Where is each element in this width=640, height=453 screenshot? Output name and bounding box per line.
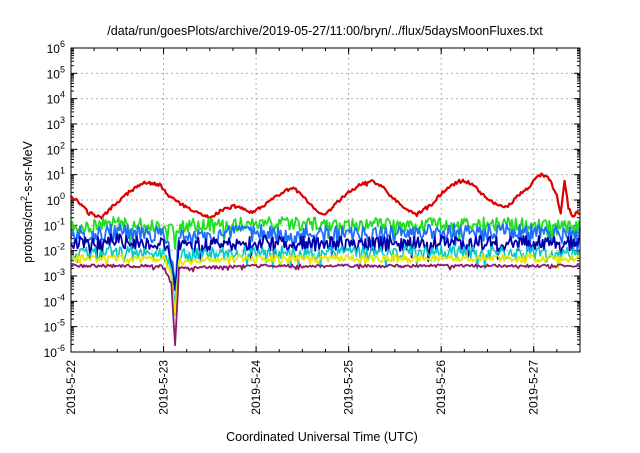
y-tick-label-exponent: 0 bbox=[60, 191, 65, 201]
y-tick-label-base: 10 bbox=[44, 219, 58, 233]
x-tick-label: 2019-5-23 bbox=[157, 360, 171, 415]
y-tick-label-exponent: -1 bbox=[57, 216, 65, 226]
x-axis-label: Coordinated Universal Time (UTC) bbox=[226, 430, 418, 444]
y-tick-label-base: 10 bbox=[44, 295, 58, 309]
y-tick-label: 104 bbox=[47, 90, 65, 107]
y-tick-label-exponent: 2 bbox=[60, 140, 65, 150]
y-tick-label: 10-6 bbox=[44, 343, 65, 360]
y-tick-label-base: 10 bbox=[47, 93, 61, 107]
y-tick-label-exponent: -3 bbox=[57, 267, 65, 277]
y-tick-label: 10-5 bbox=[44, 318, 65, 335]
y-axis-label-base: protons/cm bbox=[21, 201, 35, 263]
y-tick-label-base: 10 bbox=[47, 67, 61, 81]
x-tick-label: 2019-5-25 bbox=[342, 360, 356, 415]
y-tick-label-base: 10 bbox=[47, 42, 61, 56]
chart-title: /data/run/goesPlots/archive/2019-05-27/1… bbox=[107, 24, 543, 38]
y-tick-label-base: 10 bbox=[47, 169, 61, 183]
y-axis-label-sup: 2 bbox=[19, 196, 29, 201]
series-line bbox=[70, 263, 581, 347]
y-tick-label-base: 10 bbox=[47, 118, 61, 132]
y-tick-label: 10-4 bbox=[44, 292, 65, 309]
y-tick-label-exponent: 5 bbox=[60, 64, 65, 74]
y-axis-label: protons/cm2-s-sr-MeV bbox=[19, 140, 35, 262]
y-tick-label: 10-1 bbox=[44, 216, 65, 233]
y-tick-label-exponent: -4 bbox=[57, 292, 65, 302]
y-tick-label-base: 10 bbox=[44, 321, 58, 335]
y-tick-label: 102 bbox=[47, 140, 65, 157]
series-line bbox=[70, 172, 581, 220]
y-axis-label-rest: -s-sr-MeV bbox=[21, 140, 35, 196]
x-tick-label: 2019-5-26 bbox=[434, 360, 448, 415]
y-tick-label: 100 bbox=[47, 191, 65, 208]
y-tick-label: 101 bbox=[47, 166, 65, 183]
series-line bbox=[70, 223, 581, 290]
y-tick-label-exponent: 1 bbox=[60, 166, 65, 176]
y-tick-label: 10-2 bbox=[44, 242, 65, 259]
x-tick-label: 2019-5-22 bbox=[64, 360, 78, 415]
y-tick-label-exponent: 3 bbox=[60, 115, 65, 125]
y-tick-label-base: 10 bbox=[47, 143, 61, 157]
y-tick-label: 106 bbox=[47, 39, 65, 56]
y-tick-label-base: 10 bbox=[44, 245, 58, 259]
y-tick-label-exponent: -6 bbox=[57, 343, 65, 353]
y-tick-label-exponent: -2 bbox=[57, 242, 65, 252]
y-tick-label: 105 bbox=[47, 64, 65, 81]
y-tick-label-exponent: 6 bbox=[60, 39, 65, 49]
x-tick-label: 2019-5-27 bbox=[527, 360, 541, 415]
x-tick-label: 2019-5-24 bbox=[249, 360, 263, 415]
y-tick-label: 10-3 bbox=[44, 267, 65, 284]
y-tick-label-base: 10 bbox=[47, 194, 61, 208]
y-tick-label-exponent: -5 bbox=[57, 318, 65, 328]
grid-lines bbox=[71, 48, 580, 352]
y-tick-label-exponent: 4 bbox=[60, 90, 65, 100]
series-lines bbox=[70, 172, 581, 347]
series-line bbox=[70, 232, 581, 292]
y-tick-label: 103 bbox=[47, 115, 65, 132]
series-line bbox=[70, 253, 581, 316]
y-tick-label-base: 10 bbox=[44, 270, 58, 284]
y-tick-label-base: 10 bbox=[44, 346, 58, 360]
plot-frame bbox=[70, 47, 581, 353]
